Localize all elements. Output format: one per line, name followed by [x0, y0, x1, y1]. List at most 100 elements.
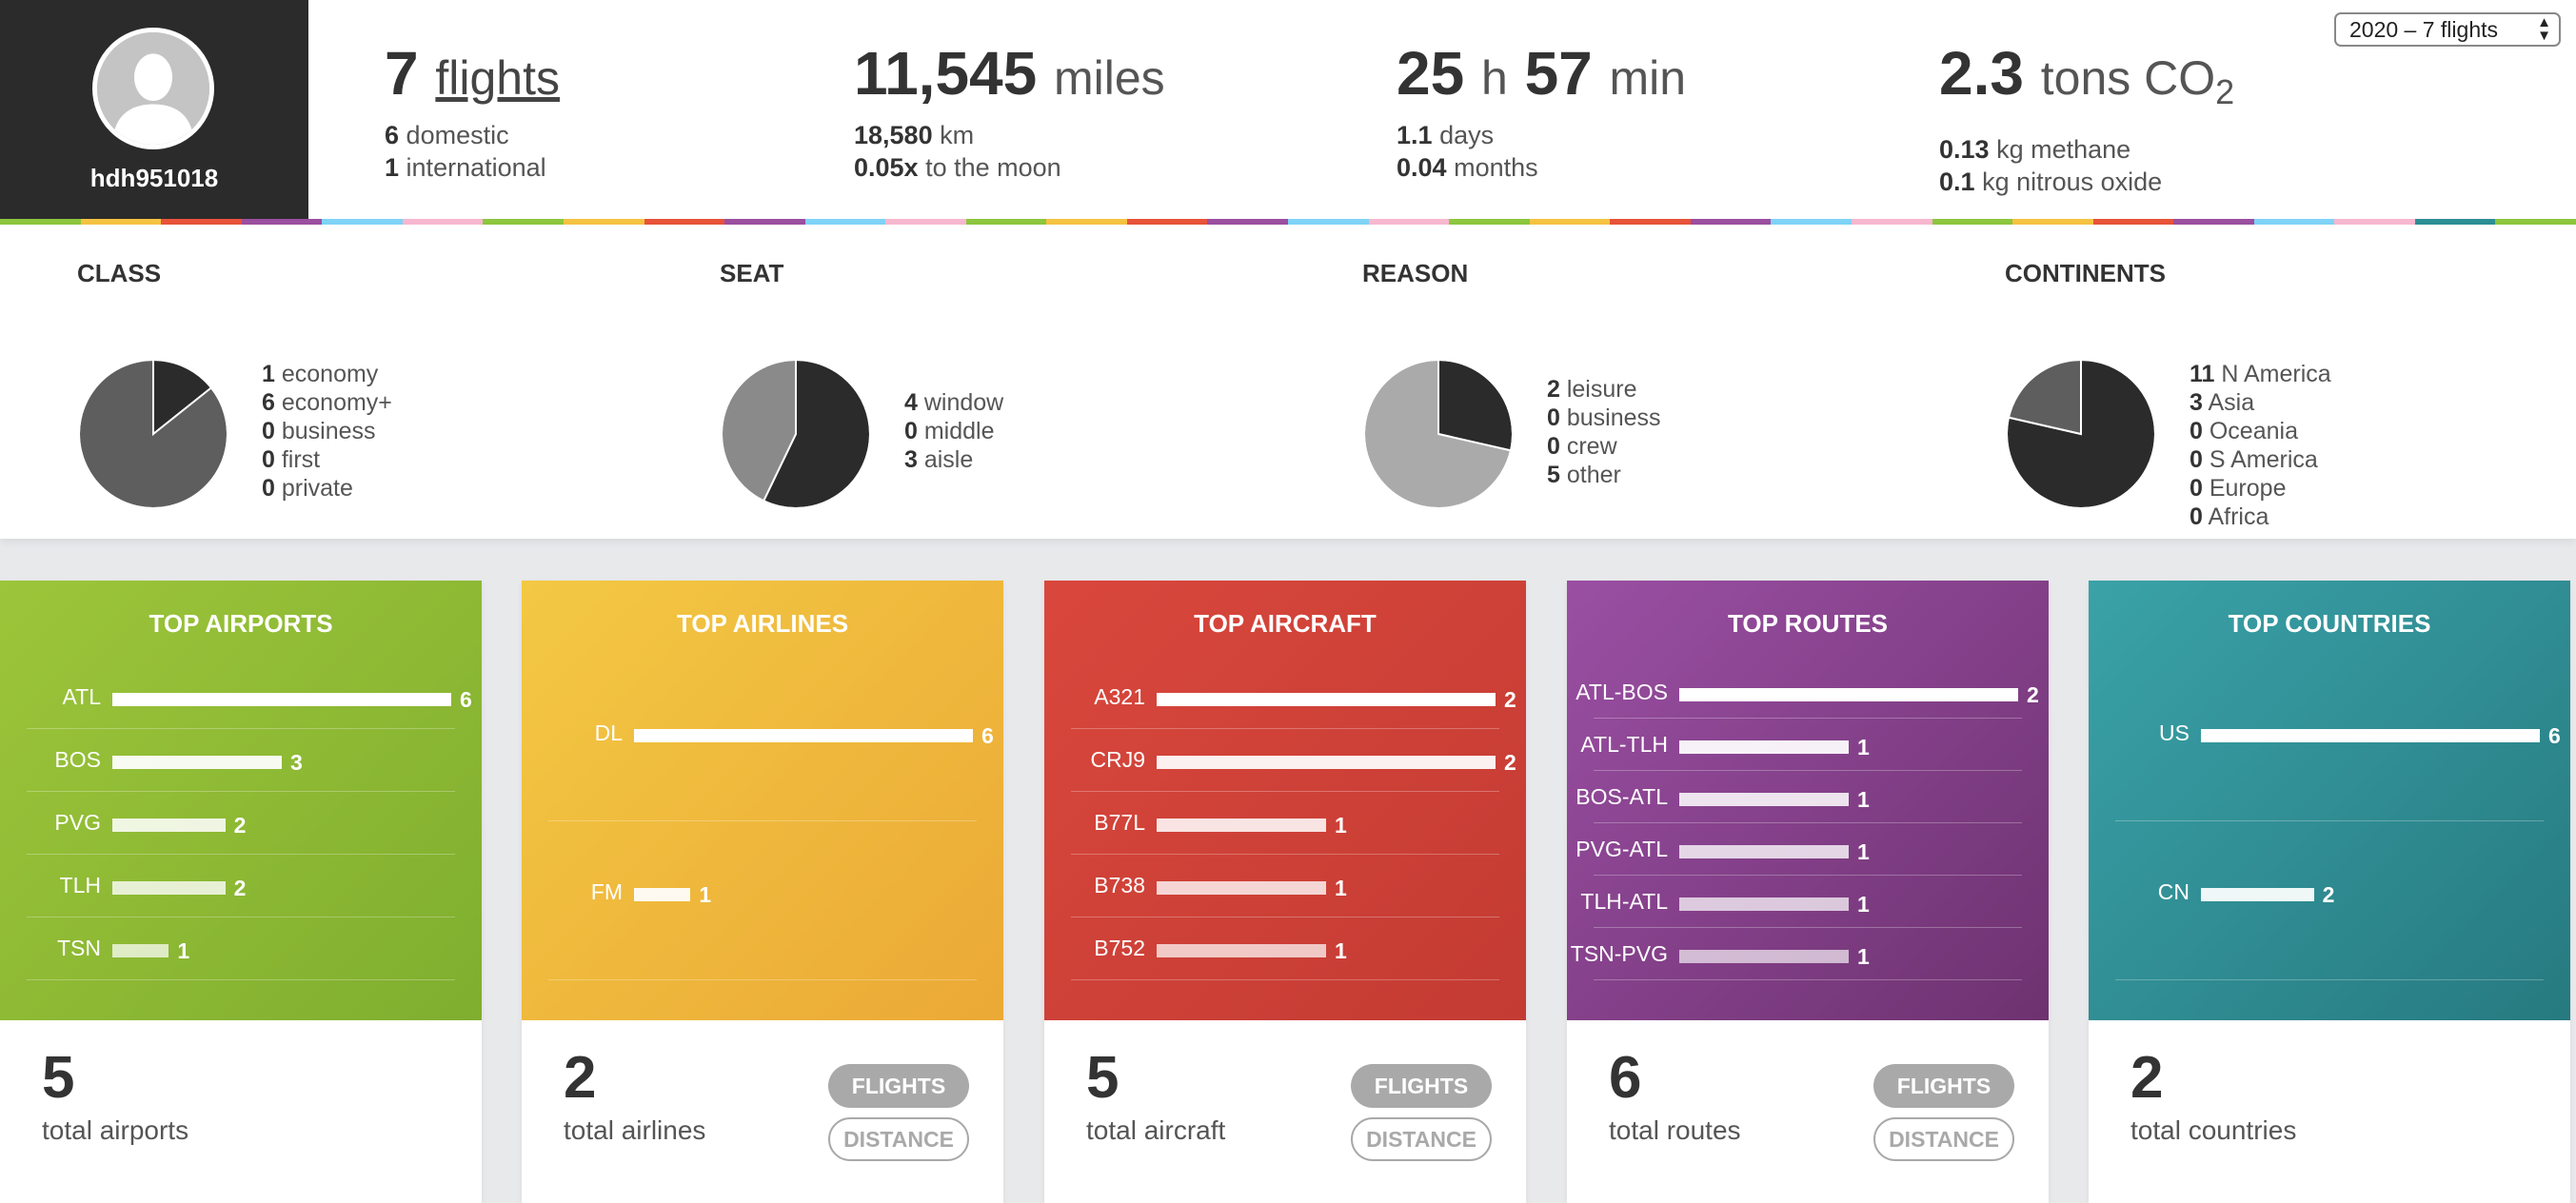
username[interactable]: hdh951018 [89, 164, 219, 192]
routes-bar-value: 1 [1857, 786, 1870, 812]
airports-row[interactable]: BOS 3 [27, 729, 455, 792]
countries-row-label: US [2159, 720, 2190, 746]
aircraft-row[interactable]: A321 2 [1071, 666, 1516, 729]
flights-link[interactable]: flights [435, 51, 560, 105]
aircraft-row-label: CRJ9 [1090, 747, 1145, 772]
reason-title: REASON [1362, 259, 1469, 287]
aircraft-row[interactable]: B77L 1 [1071, 792, 1499, 855]
color-stripe-segment [804, 219, 886, 225]
color-stripe-segment [1288, 219, 1369, 225]
aircraft-row[interactable]: B738 1 [1071, 855, 1499, 917]
routes-row[interactable]: ATL-TLH 1 [1580, 719, 2022, 771]
aircraft-row[interactable]: B752 1 [1071, 917, 1499, 980]
color-stripe-segment [1690, 219, 1772, 225]
top-routes-chart: TOP ROUTES ATL-BOS 2 ATL-TLH 1 BOS-ATL 1 PVG-A… [1567, 581, 2049, 1020]
aircraft-bar [1157, 818, 1326, 832]
color-stripe-segment [241, 219, 323, 225]
color-stripe-segment [0, 219, 81, 225]
stats-header: hdh951018 7 flights 6 domestic 1 interna… [0, 0, 2576, 225]
class-legend-item: 0 private [262, 475, 353, 502]
duration-hours: 25 [1397, 39, 1465, 108]
duration-minutes: 57 [1524, 39, 1593, 108]
airports-row[interactable]: PVG 2 [27, 792, 455, 855]
countries-row[interactable]: CN 2 [2115, 821, 2544, 980]
routes-bar-value: 1 [1857, 838, 1870, 864]
aircraft-flights-button[interactable]: FLIGHTS [1351, 1064, 1492, 1108]
countries-row[interactable]: US 6 [2115, 662, 2561, 821]
aircraft-bar-value: 2 [1504, 750, 1516, 775]
routes-row[interactable]: PVG-ATL 1 [1575, 823, 2022, 876]
color-stripe-segment [1771, 219, 1852, 225]
airports-row[interactable]: TSN 1 [27, 917, 455, 980]
airlines-row[interactable]: DL 6 [548, 662, 994, 821]
airlines-distance-button[interactable]: DISTANCE [828, 1117, 969, 1161]
airlines-flights-button[interactable]: FLIGHTS [828, 1064, 969, 1108]
seat-pie-outline [721, 359, 871, 509]
class-breakdown: CLASS 1 economy 6 economy+ 0 business 0 fir… [77, 259, 392, 509]
airports-row-label: TLH [59, 873, 101, 897]
select-arrows-icon: ▲ ▼ [2537, 14, 2551, 44]
aircraft-bar-value: 1 [1335, 876, 1347, 900]
distance-unit: miles [1054, 51, 1165, 105]
airports-bar [112, 881, 226, 895]
airlines-bar-value: 6 [981, 723, 994, 749]
flights-count: 7 [385, 39, 419, 108]
routes-flights-button[interactable]: FLIGHTS [1873, 1064, 2014, 1108]
airports-row[interactable]: ATL 6 [27, 666, 472, 729]
days-line: 1.1 days [1397, 121, 1495, 149]
airports-bar-value: 3 [290, 750, 303, 775]
aircraft-distance-button[interactable]: DISTANCE [1351, 1117, 1492, 1161]
airlines-row[interactable]: FM 1 [548, 821, 977, 980]
airports-row-label: BOS [54, 747, 101, 772]
airlines-row-label: DL [594, 720, 623, 746]
reason-legend-item: 2 leisure [1547, 376, 1637, 403]
airlines-row-label: FM [590, 879, 623, 905]
routes-row[interactable]: ATL-BOS 2 [1575, 666, 2039, 719]
reason-pie-chart [1363, 358, 1514, 509]
class-pie-chart [78, 358, 228, 509]
total-routes-label: total routes [1609, 1115, 1741, 1145]
international-line: 1 international [385, 153, 546, 182]
continents-pie-chart [2006, 358, 2156, 509]
routes-distance-button[interactable]: DISTANCE [1873, 1117, 2014, 1161]
countries-row-label: CN [2157, 879, 2190, 905]
color-stripe-segment [1126, 219, 1208, 225]
routes-row-label: ATL-BOS [1575, 679, 1668, 704]
total-countries-label: total countries [2130, 1115, 2297, 1145]
color-stripe-segment [2092, 219, 2174, 225]
routes-row[interactable]: BOS-ATL 1 [1575, 771, 2022, 823]
airports-row[interactable]: TLH 2 [27, 855, 455, 917]
total-aircraft-count: 5 [1086, 1045, 1120, 1111]
total-airports-count: 5 [42, 1045, 75, 1111]
class-legend: 1 economy 6 economy+ 0 business 0 first 0 pr… [262, 360, 392, 503]
top-airlines-chart: TOP AIRLINES DL 6 FM 1 [522, 581, 1003, 1020]
total-routes-count: 6 [1609, 1045, 1642, 1111]
avatar[interactable] [92, 28, 214, 149]
seat-legend-item: 0 middle [904, 418, 995, 444]
routes-row[interactable]: TSN-PVG 1 [1571, 928, 2022, 980]
color-stripe-segment [2253, 219, 2335, 225]
airports-bar [112, 944, 169, 957]
nitrous-oxide-line: 0.1 kg nitrous oxide [1939, 168, 2163, 196]
reason-legend-item: 0 crew [1547, 433, 1617, 460]
year-select-value: 2020 – 7 flights [2349, 17, 2499, 42]
continents-legend-item: 0 Oceania [2190, 418, 2298, 444]
moon-line: 0.05x to the moon [854, 153, 1061, 182]
routes-row[interactable]: TLH-ATL 1 [1580, 876, 2022, 928]
total-aircraft-label: total aircraft [1086, 1115, 1226, 1145]
color-stripe-segment [965, 219, 1047, 225]
continents-legend-item: 11 N America [2190, 361, 2331, 387]
seat-breakdown: SEAT 4 window 0 middle 3 aisle [720, 259, 1003, 509]
aircraft-row-label: B738 [1094, 873, 1145, 897]
airlines-bar [634, 729, 973, 743]
aircraft-row[interactable]: CRJ9 2 [1071, 729, 1516, 792]
airports-bar-value: 2 [233, 876, 247, 900]
year-select[interactable]: 2020 – 7 flights ▲ ▼ [2334, 12, 2561, 47]
routes-row-label: BOS-ATL [1575, 783, 1668, 809]
routes-bar [1679, 949, 1849, 963]
routes-bar [1679, 740, 1849, 754]
airports-row-label: PVG [54, 810, 101, 835]
class-legend-item: 6 economy+ [262, 389, 392, 416]
co2-unit: tons CO2 [2040, 51, 2235, 111]
breakdown-panel: CLASS 1 economy 6 economy+ 0 business 0 fir… [0, 225, 2576, 539]
